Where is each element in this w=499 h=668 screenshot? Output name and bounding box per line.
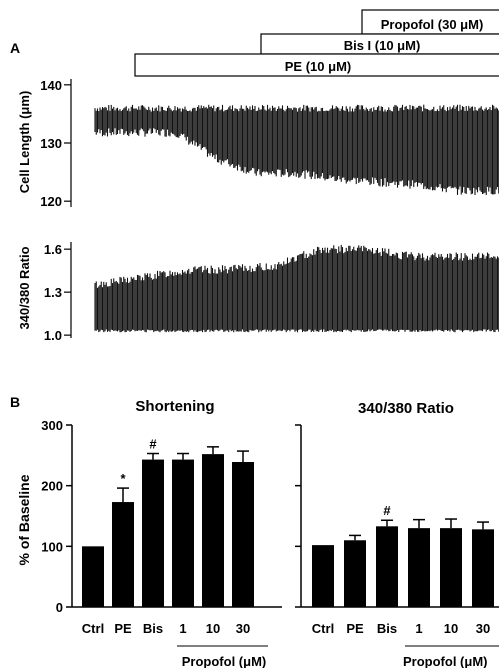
shortening-category-label: Bis xyxy=(143,621,163,636)
shortening-group-label: Propofol (μM) xyxy=(182,654,267,668)
ratio-bar-category-label: PE xyxy=(346,621,364,636)
ratio-bar-group-label: Propofol (μM) xyxy=(403,654,488,668)
shortening-chart: Shortening % of Baseline 0 100 200 300 * # C… xyxy=(16,398,282,668)
cell-length-tick-label: 120 xyxy=(40,194,62,209)
shortening-category-label: PE xyxy=(114,621,132,636)
ratio-trace-tick-label: 1.3 xyxy=(44,285,62,300)
ratio-bar-category-label: 10 xyxy=(444,621,458,636)
ratio-bar-category-label: 30 xyxy=(476,621,490,636)
ratio-bar-significance-mark: # xyxy=(383,503,391,518)
cell-length-tick-label: 130 xyxy=(40,136,62,151)
drug-bar-bis-label: Bis I (10 μM) xyxy=(344,38,421,53)
shortening-bar xyxy=(172,459,194,607)
drug-bar-pe: PE (10 μM) xyxy=(134,53,499,77)
ratio-trace-ylabel: 340/380 Ratio xyxy=(17,246,32,329)
ratio-trace-tick-label: 1.0 xyxy=(44,328,62,343)
shortening-tick-label: 200 xyxy=(41,479,63,494)
cell-length-ylabel: Cell Length (μm) xyxy=(17,91,32,194)
shortening-tick-label: 100 xyxy=(41,539,63,554)
ratio-bar-category-label: Ctrl xyxy=(312,621,334,636)
shortening-ylabel: % of Baseline xyxy=(16,474,32,565)
shortening-bar xyxy=(82,546,104,607)
drug-bar-propofol: Propofol (30 μM) xyxy=(361,9,499,35)
shortening-category-label: 30 xyxy=(236,621,250,636)
ratio-bar-chart: 340/380 Ratio # Ctrl PE Bis 1 10 30 Propofol … xyxy=(295,400,499,668)
ratio-bar-bar xyxy=(408,528,430,607)
ratio-trace-panel: 340/380 Ratio 1.6 1.3 1.0 xyxy=(17,242,499,343)
drug-bar-propofol-label: Propofol (30 μM) xyxy=(381,17,484,32)
ratio-bar-title: 340/380 Ratio xyxy=(358,400,454,417)
ratio-bar-bar xyxy=(312,545,334,607)
cell-length-trace-panel: Cell Length (μm) 140 130 120 xyxy=(17,78,499,209)
ratio-bar-bar xyxy=(344,540,366,607)
ratio-bar-category-label: 1 xyxy=(415,621,422,636)
shortening-category-label: 10 xyxy=(206,621,220,636)
ratio-trace-tick-label: 1.6 xyxy=(44,242,62,257)
shortening-category-label: Ctrl xyxy=(82,621,104,636)
shortening-title: Shortening xyxy=(135,398,214,415)
shortening-tick-label: 0 xyxy=(56,600,63,615)
shortening-bar xyxy=(142,459,164,607)
ratio-bar-bar xyxy=(472,529,494,607)
shortening-significance-mark: # xyxy=(149,437,157,452)
ratio-bar-bar xyxy=(376,526,398,607)
drug-bar-pe-label: PE (10 μM) xyxy=(285,59,351,74)
drug-bar-bis: Bis I (10 μM) xyxy=(260,33,499,55)
cell-length-tick-label: 140 xyxy=(40,78,62,93)
shortening-significance-mark: * xyxy=(120,471,126,486)
ratio-bar-bar xyxy=(440,528,462,607)
shortening-category-label: 1 xyxy=(179,621,186,636)
panel-a-label: A xyxy=(10,40,20,56)
shortening-bar xyxy=(112,502,134,607)
shortening-tick-label: 300 xyxy=(41,418,63,433)
shortening-bar xyxy=(202,454,224,607)
ratio-bar-category-label: Bis xyxy=(377,621,397,636)
shortening-bar xyxy=(232,462,254,607)
panel-b-label: B xyxy=(10,394,20,410)
